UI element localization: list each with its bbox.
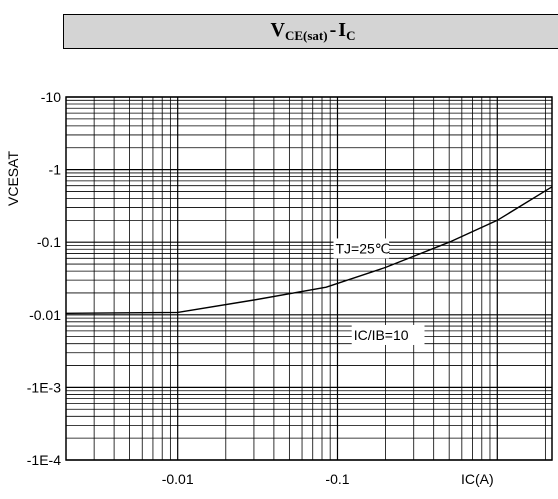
y-tick-label: -0.01 (29, 307, 61, 323)
y-tick-label: -10 (41, 89, 61, 105)
x-axis-label: IC(A) (461, 471, 494, 487)
annotation-background (351, 324, 425, 345)
y-axis-label: VCESAT (5, 151, 21, 206)
title-main: V (270, 19, 285, 41)
x-axis-label-background (455, 468, 500, 490)
chart-title-box: VCE(sat) - IC (63, 14, 558, 49)
x-tick-label: -0.01 (162, 471, 194, 487)
y-tick-label: -0.1 (37, 234, 61, 250)
plot-frame (65, 96, 553, 461)
title-second: I (338, 19, 347, 41)
plot-area (66, 97, 552, 460)
title-second-subscript: C (346, 28, 356, 43)
y-tick-label: -1 (49, 162, 62, 178)
series-line (65, 186, 553, 314)
x-tick-label: -0.1 (325, 471, 349, 487)
annotation-background (333, 238, 390, 259)
chart-title: VCE(sat) - IC (271, 19, 356, 44)
y-tick-label: -1E-4 (27, 452, 61, 468)
y-tick-label: -1E-3 (27, 379, 61, 395)
title-main-subscript: CE(sat) (284, 28, 328, 43)
annotation-label: IC/IB=10 (354, 327, 409, 343)
annotation-label: TJ=25℃ (335, 240, 390, 256)
title-dash: - (329, 19, 337, 41)
